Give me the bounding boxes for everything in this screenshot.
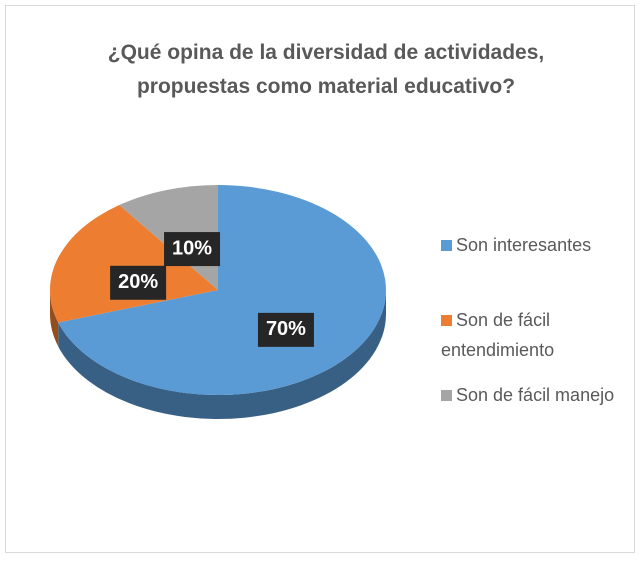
data-label-text: 20% [118, 271, 158, 293]
legend-swatch [441, 240, 452, 251]
data-label-box [110, 265, 167, 300]
data-label: 20% [110, 265, 167, 300]
legend-entry: Son de fácil manejo [441, 380, 626, 410]
legend-label: Son de fácil manejo [456, 385, 615, 405]
data-label: 70% [257, 312, 314, 347]
legend-label: Son de fácil entendimiento [441, 310, 555, 360]
data-label-box [164, 232, 221, 267]
pie-side [50, 290, 59, 347]
legend-entry: Son interesantes [441, 230, 626, 260]
data-label: 10% [164, 232, 221, 267]
legend-swatch [441, 315, 452, 326]
pie-slice [50, 205, 219, 323]
legend-entry: Son de fácil entendimiento [441, 305, 626, 365]
pie-side [58, 290, 386, 419]
legend-swatch [441, 390, 452, 401]
chart-title: ¿Qué opina de la diversidad de actividad… [107, 41, 545, 98]
data-label-text: 10% [172, 237, 212, 259]
data-label-box [257, 312, 314, 347]
data-label-text: 70% [266, 318, 306, 340]
legend-label: Son interesantes [456, 235, 592, 255]
